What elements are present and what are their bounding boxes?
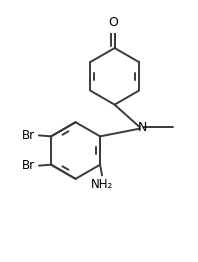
Text: N: N <box>137 121 147 134</box>
Text: Br: Br <box>22 159 35 172</box>
Text: O: O <box>109 15 119 29</box>
Text: Br: Br <box>22 129 35 142</box>
Text: NH₂: NH₂ <box>91 178 113 191</box>
